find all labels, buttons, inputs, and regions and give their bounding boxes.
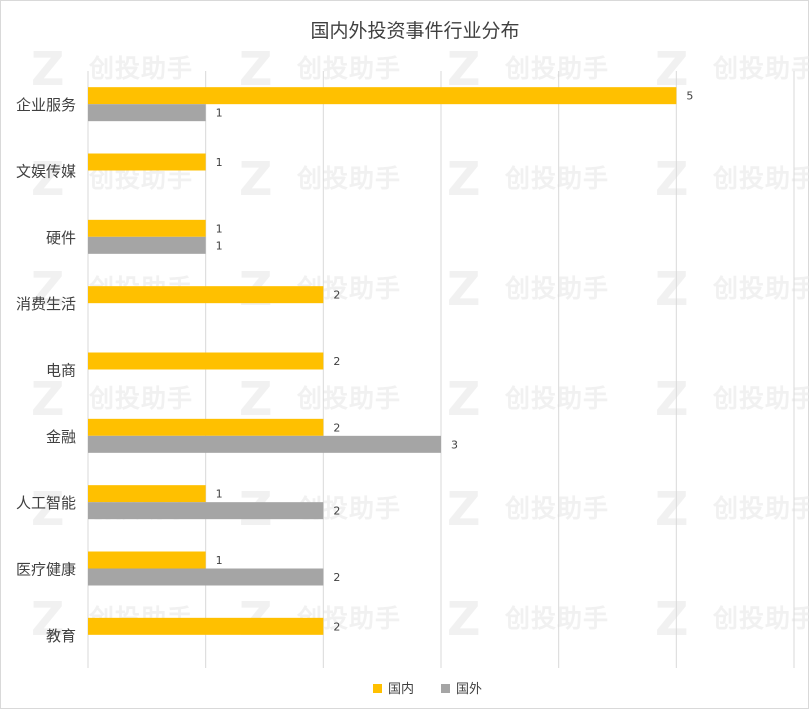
category-label: 文娱传媒 [16,163,76,181]
bar-国内 [88,352,324,370]
data-label: 1 [216,222,223,235]
data-label: 3 [451,438,458,451]
legend-swatch [373,684,382,693]
data-label: 2 [333,571,340,584]
category-label: 硬件 [46,229,76,247]
bar-国外 [88,435,441,453]
category-label: 金融 [46,428,76,446]
category-label: 消费生活 [16,295,76,313]
data-label: 2 [333,421,340,434]
legend-label: 国外 [456,682,482,697]
data-label: 2 [333,289,340,302]
bar-国内 [88,87,677,105]
bar-国外 [88,568,324,586]
bar-国内 [88,551,206,569]
data-label: 2 [333,620,340,633]
bar-国外 [88,104,206,122]
legend: 国内 国外 [373,681,482,697]
data-labels: 5 1 1 1 1 2 2 2 3 1 2 1 2 2 [216,90,694,634]
bar-国内 [88,418,324,436]
bar-国内 [88,617,324,635]
bar-国外 [88,502,324,520]
bar-国外 [88,236,206,254]
data-label: 1 [216,488,223,501]
category-label: 企业服务 [16,96,76,114]
category-label: 医疗健康 [16,561,76,579]
data-label: 1 [216,239,223,252]
data-label: 1 [216,156,223,169]
bar-国内 [88,286,324,304]
category-label: 电商 [46,362,76,380]
bar-国内 [88,485,206,503]
bar-国内 [88,219,206,237]
data-label: 2 [333,505,340,518]
legend-label: 国内 [388,681,414,697]
data-label: 1 [216,554,223,567]
data-label: 2 [333,355,340,368]
data-label: 5 [686,90,693,103]
category-label: 教育 [46,627,76,645]
bar-国内 [88,153,206,171]
data-label: 1 [216,107,223,120]
category-label: 人工智能 [16,494,76,512]
chart-title: 国内外投资事件行业分布 [310,20,519,42]
legend-swatch [441,684,450,693]
bars [88,87,677,635]
